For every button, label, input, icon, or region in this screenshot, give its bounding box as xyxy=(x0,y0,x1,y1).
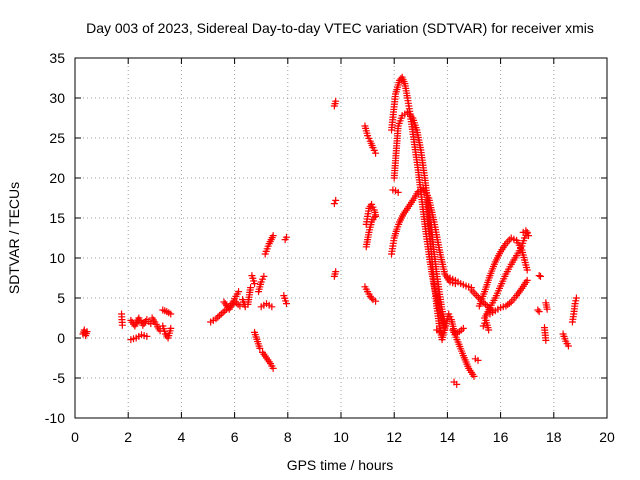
y-tick-label: 15 xyxy=(49,210,65,226)
data-point xyxy=(221,307,229,315)
data-point xyxy=(453,380,461,388)
y-tick-label: -10 xyxy=(45,410,65,426)
data-point xyxy=(236,302,244,310)
data-point xyxy=(118,321,126,329)
data-point xyxy=(485,326,493,334)
y-tick-label: 25 xyxy=(49,130,65,146)
data-points xyxy=(79,73,580,388)
x-tick-label: 20 xyxy=(599,429,615,445)
data-point xyxy=(543,305,551,313)
data-point xyxy=(523,276,531,284)
data-point xyxy=(474,356,482,364)
data-point xyxy=(372,212,380,220)
data-point xyxy=(537,272,544,280)
data-point xyxy=(372,297,380,305)
data-point xyxy=(167,310,175,318)
data-point xyxy=(372,149,380,157)
y-tick-label: 20 xyxy=(49,170,65,186)
data-point xyxy=(217,310,225,318)
data-point xyxy=(332,97,340,105)
x-tick-label: 16 xyxy=(493,429,509,445)
y-axis-label: SDTVAR / TECUs xyxy=(6,182,22,294)
data-point xyxy=(534,306,542,314)
data-point xyxy=(368,294,376,302)
x-tick-label: 2 xyxy=(124,429,132,445)
data-point xyxy=(268,303,276,311)
data-point xyxy=(269,232,277,240)
data-point xyxy=(256,344,264,352)
x-axis-label: GPS time / hours xyxy=(287,457,394,473)
x-tick-label: 4 xyxy=(178,429,186,445)
data-point xyxy=(251,280,259,288)
y-tick-label: -5 xyxy=(53,370,66,386)
data-point xyxy=(330,200,338,208)
data-point xyxy=(247,284,255,292)
data-point xyxy=(482,300,490,308)
data-point xyxy=(438,329,446,337)
data-point xyxy=(214,313,222,321)
y-tick-label: 0 xyxy=(57,330,65,346)
data-point xyxy=(332,196,340,204)
data-point xyxy=(282,233,290,241)
data-point xyxy=(332,268,340,276)
data-point xyxy=(370,213,378,221)
data-point xyxy=(269,364,277,372)
x-tick-label: 12 xyxy=(386,429,402,445)
chart-title: Day 003 of 2023, Sidereal Day-to-day VTE… xyxy=(86,20,594,36)
x-tick-label: 8 xyxy=(284,429,292,445)
x-tick-label: 10 xyxy=(333,429,349,445)
y-tick-label: 10 xyxy=(49,250,65,266)
y-tick-label: 5 xyxy=(57,290,65,306)
data-point xyxy=(535,308,543,316)
y-tick-label: 35 xyxy=(49,50,65,66)
x-tick-label: 6 xyxy=(231,429,239,445)
x-tick-label: 0 xyxy=(71,429,79,445)
data-point xyxy=(470,372,478,380)
data-point xyxy=(394,188,402,196)
data-point xyxy=(147,320,155,328)
data-point xyxy=(282,300,290,308)
data-point xyxy=(525,232,533,240)
data-point xyxy=(459,324,467,332)
data-point xyxy=(535,272,543,280)
data-point xyxy=(572,294,580,302)
data-point xyxy=(523,266,531,274)
data-point xyxy=(219,308,227,316)
x-tick-label: 14 xyxy=(440,429,456,445)
data-point xyxy=(564,342,572,350)
x-tick-label: 18 xyxy=(546,429,562,445)
plot-frame xyxy=(74,57,608,419)
axis-ticks: 0 2 4 6 8 10 12 14 16 18 20 -10 -5 0 5 10 15 20 25 30 35 xyxy=(45,50,615,445)
data-point xyxy=(167,324,175,332)
data-point xyxy=(143,332,151,340)
data-point xyxy=(542,336,550,344)
data-point xyxy=(260,272,268,280)
y-tick-label: 30 xyxy=(49,90,65,106)
data-point xyxy=(216,312,224,320)
data-point xyxy=(83,328,91,336)
data-point xyxy=(235,288,243,296)
